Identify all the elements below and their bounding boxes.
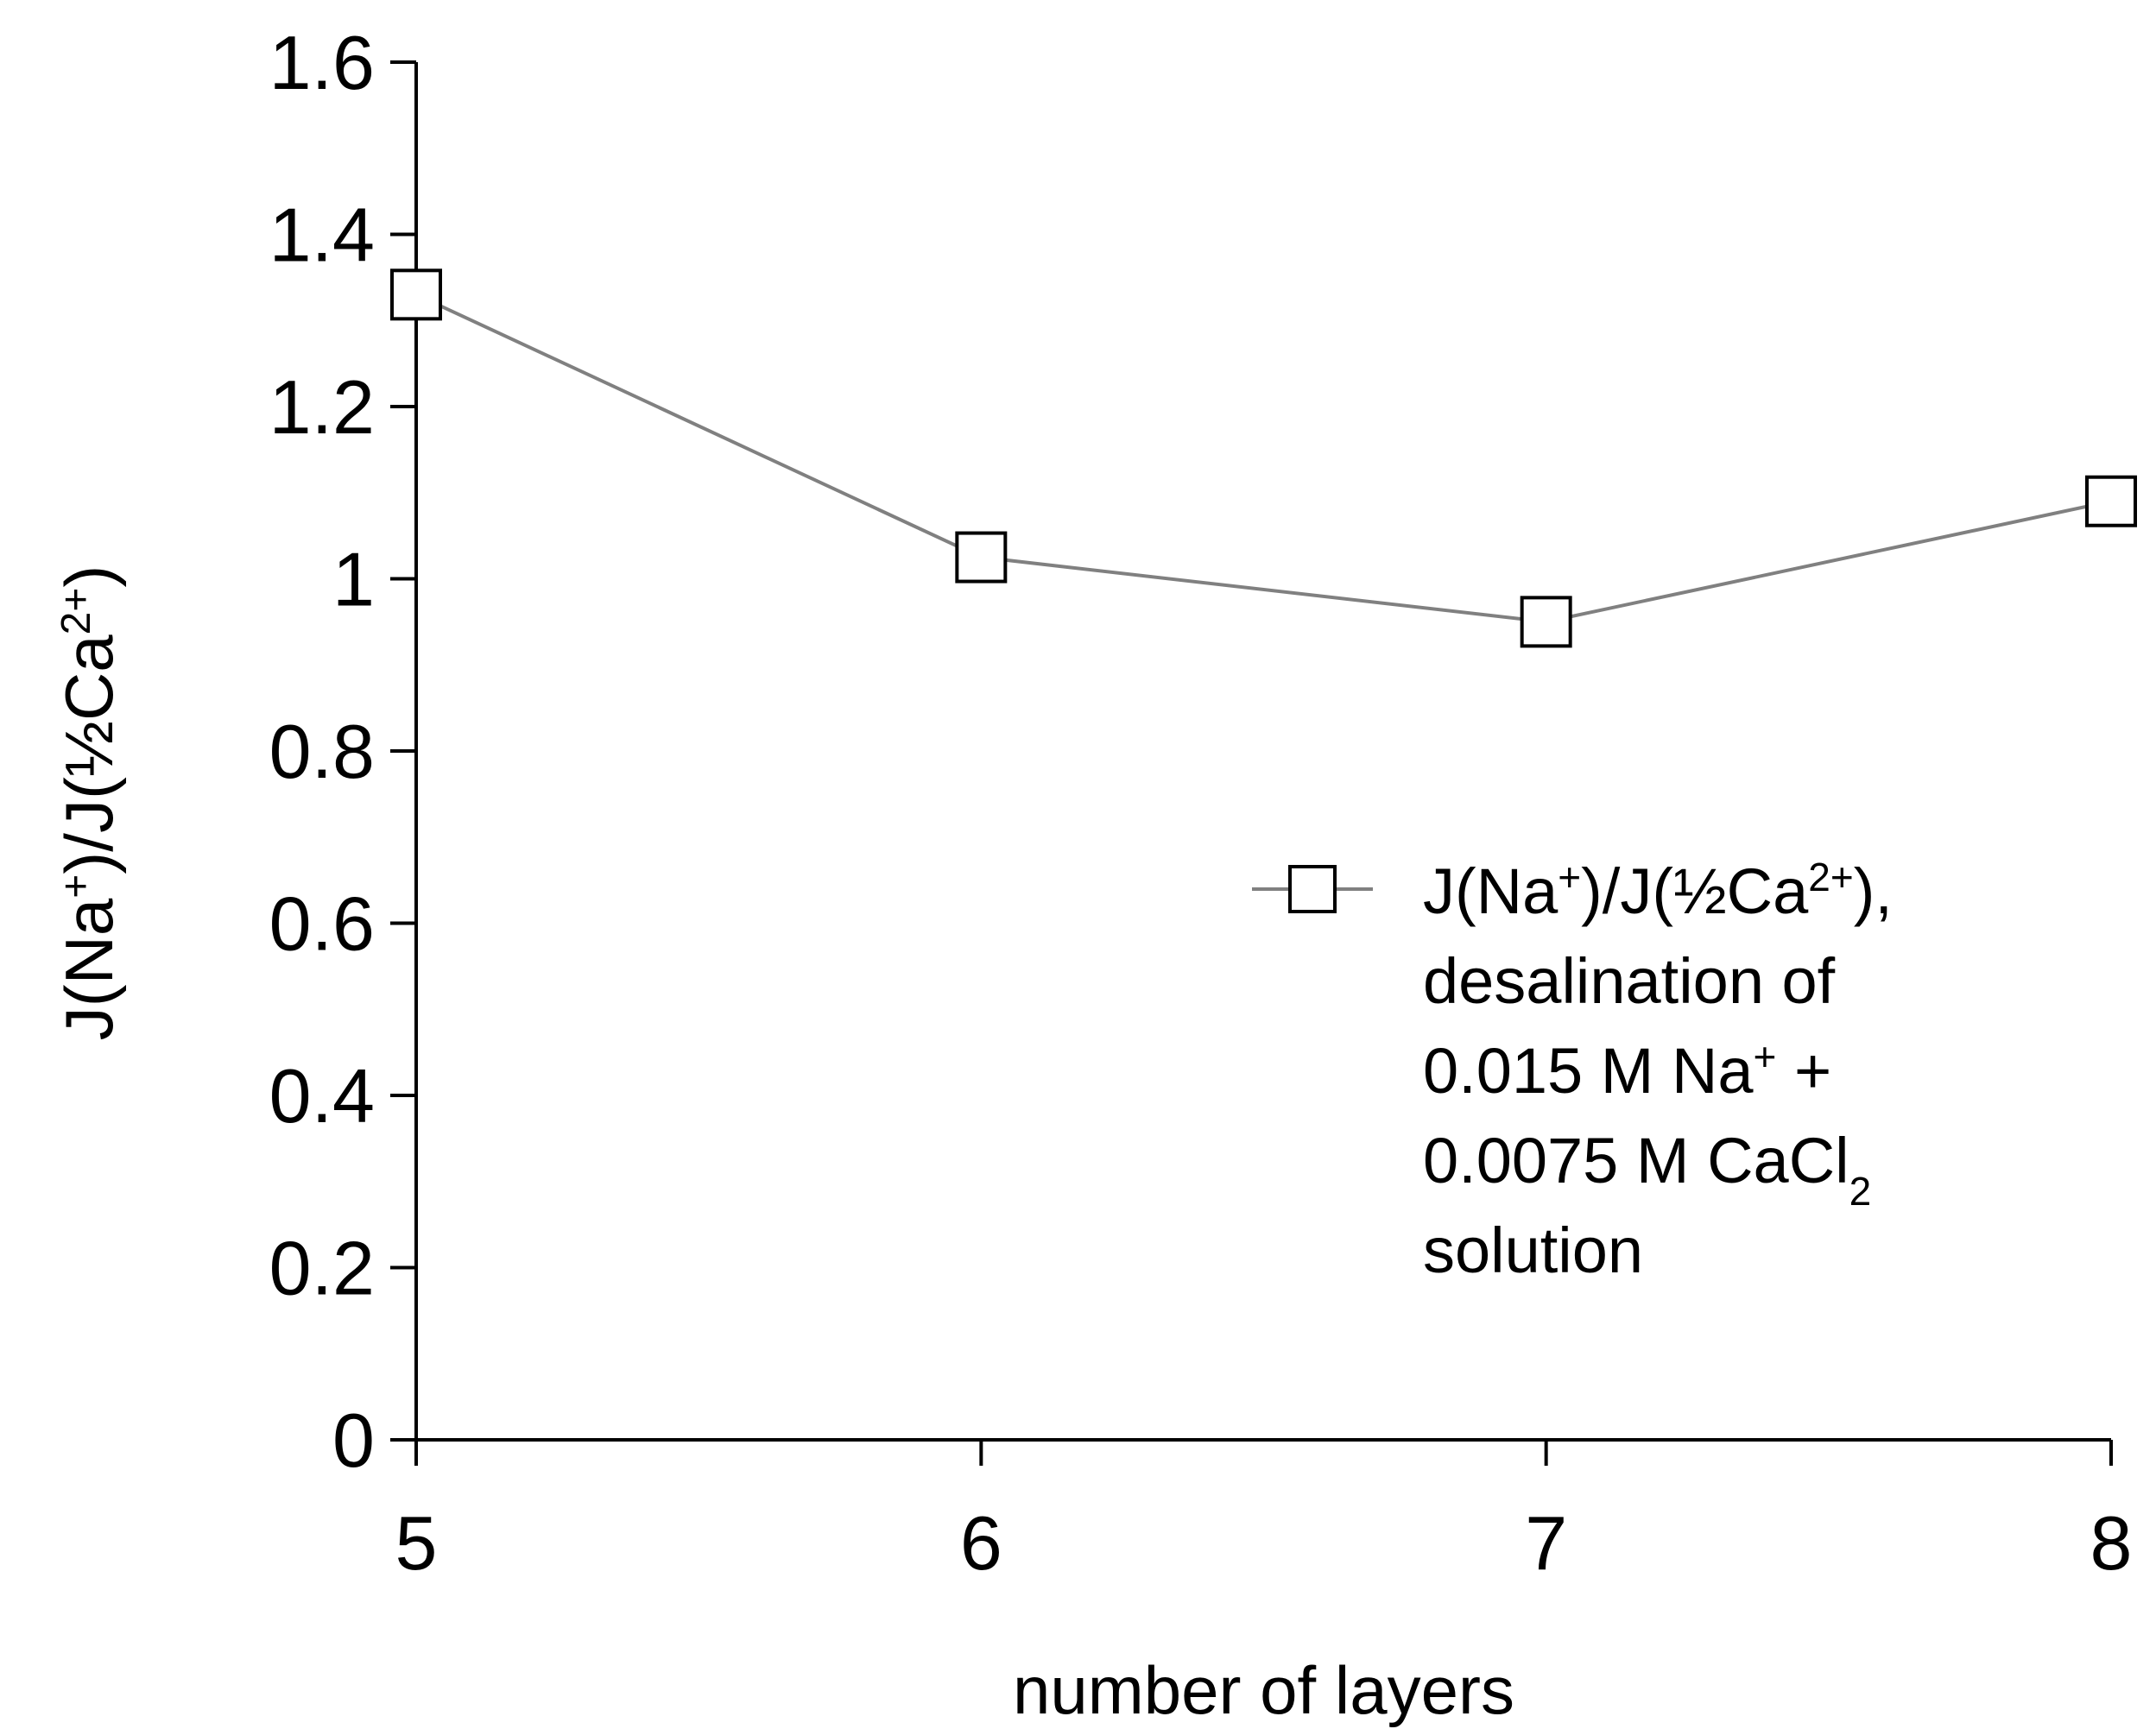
legend-marker [1288,865,1337,913]
y-tick-label: 0.2 [269,1226,375,1311]
legend-text-line: desalination of [1423,945,1836,1017]
axes [414,62,2111,1442]
legend: J(Na+)/J(½Ca2+), desalination of 0.015 M N… [1252,855,1893,1286]
legend-text-line: J(Na+)/J(½Ca2+), [1423,855,1893,927]
y-tick-label: 1.4 [269,192,375,278]
y-tick-label: 0.4 [269,1053,375,1139]
legend-text-line: 0.015 M Na+ + [1423,1034,1831,1107]
legend-text-line: solution [1423,1215,1643,1286]
y-tick-label: 0.6 [269,881,375,967]
x-tick-label: 8 [2090,1500,2133,1586]
y-tick-label: 1.2 [269,364,375,450]
y-tick-label: 1.6 [269,20,375,105]
x-tick-label: 5 [395,1500,438,1586]
y-tick-label: 0 [332,1398,375,1483]
data-point-marker [1520,596,1572,648]
x-tick-label: 6 [960,1500,1002,1586]
data-point-marker [955,531,1008,584]
y-tick-label: 1 [332,537,375,622]
y-axis-title: J(Na+)/J(½Ca2+) [51,565,127,1041]
x-axis-title: number of layers [1013,1652,1514,1728]
legend-text-line: 0.0075 M CaCl2 [1423,1125,1871,1214]
x-tick-label: 7 [1525,1500,1567,1586]
series-line [415,293,2112,624]
data-point-marker [390,268,442,321]
x-axis-ticks: 5 6 7 8 [395,1440,2133,1586]
y-tick-label: 0.8 [269,709,375,794]
data-point-marker [2085,475,2137,527]
data-series [390,268,2137,648]
y-axis-ticks: 0 0.2 0.4 0.6 0.8 1 1.2 1.4 1.6 [269,20,416,1483]
